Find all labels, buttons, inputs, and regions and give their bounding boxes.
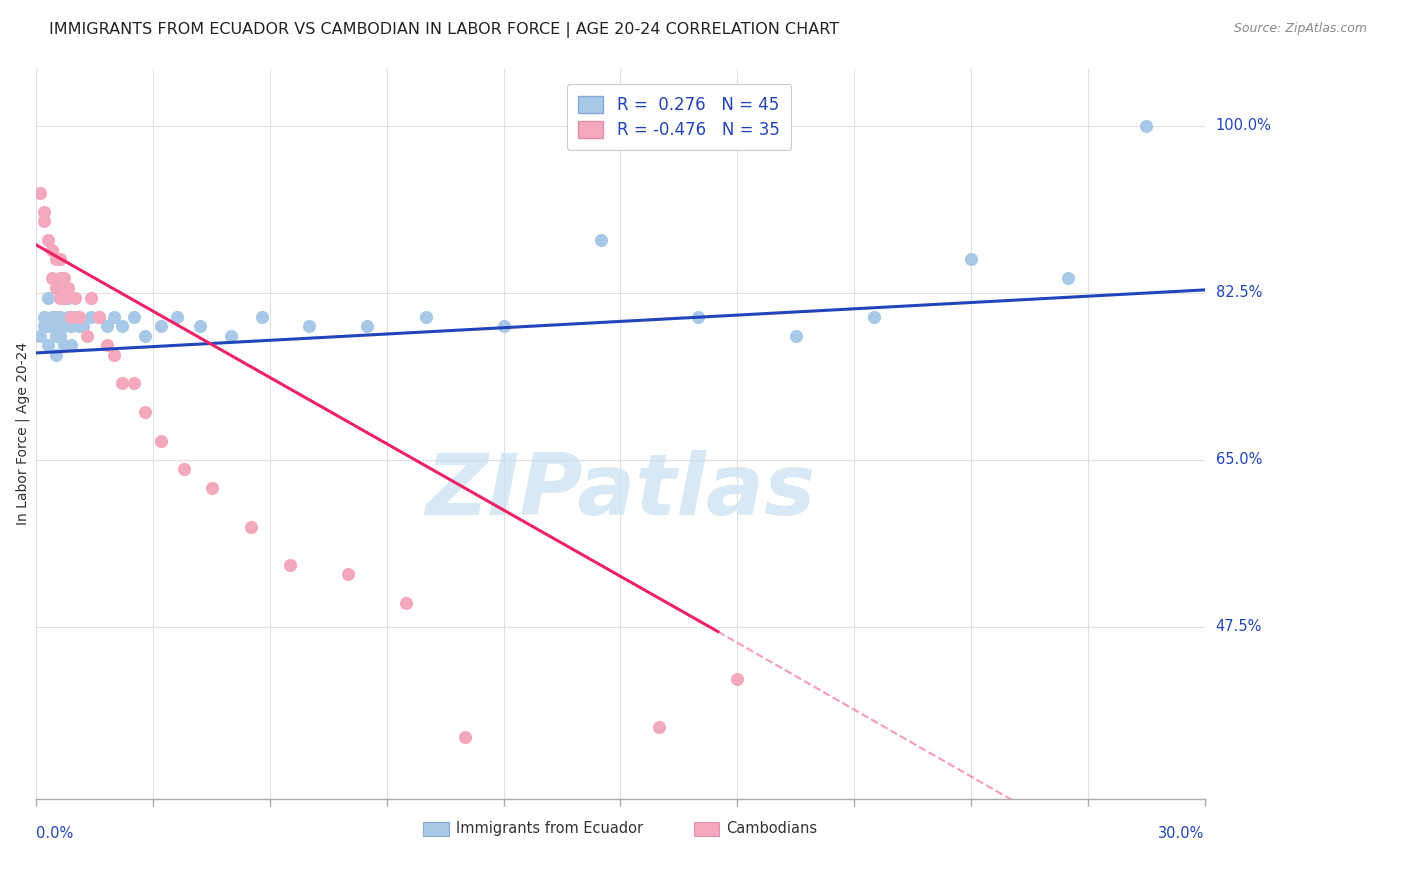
Point <box>45 328 67 343</box>
Point <box>45 281 67 295</box>
Text: 100.0%: 100.0% <box>1216 119 1271 133</box>
Point <box>32 319 55 334</box>
Point <box>415 310 437 324</box>
Point <box>688 310 710 324</box>
Point <box>134 405 156 419</box>
Point <box>1057 271 1080 285</box>
Point <box>492 319 515 334</box>
Point <box>30 186 52 200</box>
Text: Source: ZipAtlas.com: Source: ZipAtlas.com <box>1233 22 1367 36</box>
Point <box>72 319 94 334</box>
Point <box>103 348 125 362</box>
Text: 65.0%: 65.0% <box>1216 452 1263 467</box>
Text: 0.0%: 0.0% <box>37 826 73 841</box>
Point <box>785 328 807 343</box>
Point <box>49 291 72 305</box>
Point <box>41 271 63 285</box>
Point <box>56 281 79 295</box>
Point <box>454 730 477 744</box>
Point <box>37 319 59 334</box>
Point <box>49 271 72 285</box>
Point <box>56 310 79 324</box>
Point <box>239 519 262 533</box>
Point <box>173 462 195 476</box>
Point <box>80 310 103 324</box>
Point <box>56 291 79 305</box>
Point <box>41 319 63 334</box>
Point <box>96 319 118 334</box>
Point <box>32 204 55 219</box>
Point <box>87 310 110 324</box>
Point <box>278 558 301 572</box>
Point <box>87 310 110 324</box>
Text: IMMIGRANTS FROM ECUADOR VS CAMBODIAN IN LABOR FORCE | AGE 20-24 CORRELATION CHAR: IMMIGRANTS FROM ECUADOR VS CAMBODIAN IN … <box>49 22 839 38</box>
Point <box>648 720 671 734</box>
Text: 82.5%: 82.5% <box>1216 285 1263 301</box>
Text: 47.5%: 47.5% <box>1216 619 1263 634</box>
Point <box>37 338 59 352</box>
Point <box>41 243 63 257</box>
Point <box>52 291 75 305</box>
Point <box>52 319 75 334</box>
Point <box>76 328 98 343</box>
Point <box>103 310 125 324</box>
Point <box>395 596 418 610</box>
Point <box>65 310 87 324</box>
Point <box>219 328 242 343</box>
Point <box>336 567 359 582</box>
Point <box>252 310 274 324</box>
Point <box>111 376 134 391</box>
Text: Cambodians: Cambodians <box>727 822 817 837</box>
Point <box>52 338 75 352</box>
Text: ZIPatlas: ZIPatlas <box>426 450 815 533</box>
Point <box>960 252 983 267</box>
Point <box>150 434 173 448</box>
Point <box>188 319 211 334</box>
Point <box>67 319 90 334</box>
Point <box>60 310 83 324</box>
Point <box>166 310 188 324</box>
Point <box>49 252 72 267</box>
Text: 30.0%: 30.0% <box>1159 826 1205 841</box>
Point <box>60 338 83 352</box>
Legend: R =  0.276   N = 45, R = -0.476   N = 35: R = 0.276 N = 45, R = -0.476 N = 35 <box>567 84 792 151</box>
Point <box>37 233 59 247</box>
Point <box>725 672 748 686</box>
Point <box>298 319 321 334</box>
Point <box>49 328 72 343</box>
Point <box>122 310 145 324</box>
Point <box>32 310 55 324</box>
Point <box>96 338 118 352</box>
Text: Immigrants from Ecuador: Immigrants from Ecuador <box>456 822 643 837</box>
Point <box>32 214 55 228</box>
Point <box>45 348 67 362</box>
Point <box>41 310 63 324</box>
Point <box>1135 119 1157 133</box>
Point <box>65 291 87 305</box>
Point <box>52 271 75 285</box>
Point <box>37 291 59 305</box>
Point <box>30 328 52 343</box>
Point <box>122 376 145 391</box>
Point <box>45 310 67 324</box>
Point <box>589 233 612 247</box>
Point <box>67 310 90 324</box>
Point <box>201 482 224 496</box>
Point <box>862 310 884 324</box>
Point <box>134 328 156 343</box>
Y-axis label: In Labor Force | Age 20-24: In Labor Force | Age 20-24 <box>15 342 30 525</box>
Point <box>60 319 83 334</box>
Point <box>356 319 378 334</box>
Point <box>150 319 173 334</box>
Point <box>111 319 134 334</box>
Point <box>45 252 67 267</box>
Point <box>80 291 103 305</box>
Point <box>49 310 72 324</box>
